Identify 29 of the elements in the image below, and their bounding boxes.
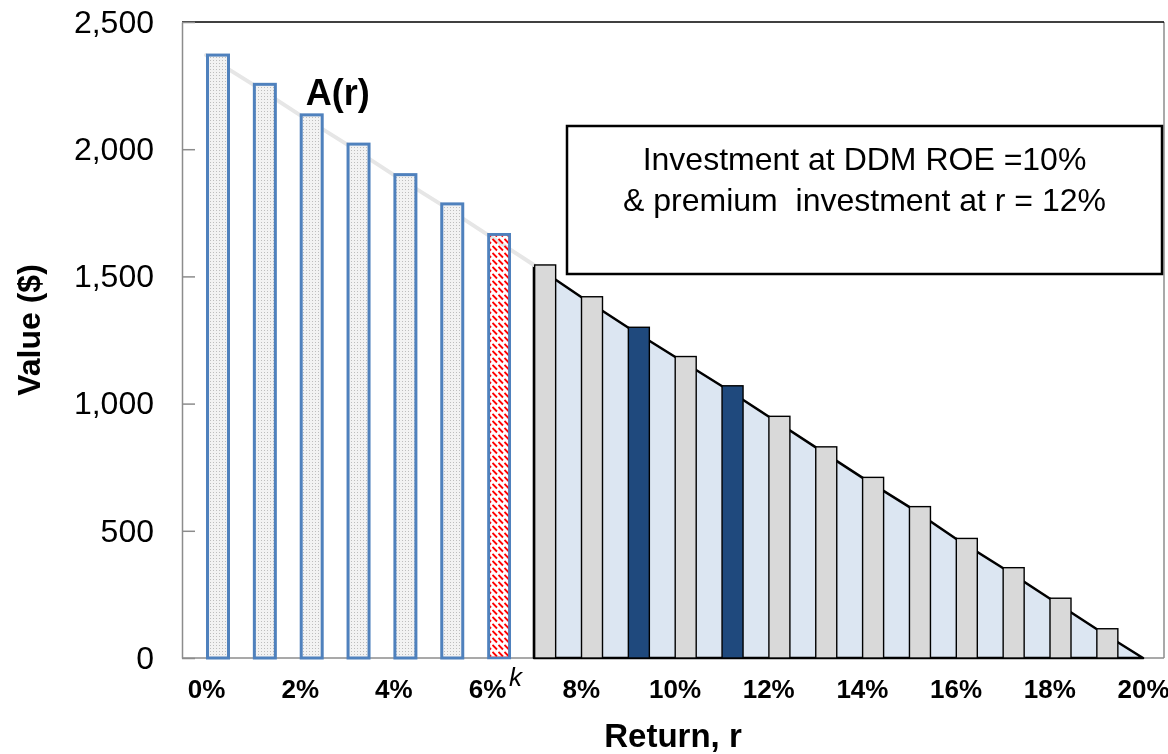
x-tick-label: 20%: [1117, 674, 1168, 705]
bar: [440, 202, 465, 660]
x-tick-label: 0%: [187, 674, 226, 705]
x-tick-label: 10%: [648, 674, 702, 705]
series-label: A(r): [305, 71, 370, 113]
x-tick-label: 6%: [468, 674, 507, 705]
y-tick-label: 0: [136, 639, 154, 676]
y-tick-label: 1,000: [73, 385, 154, 422]
x-tick-label: 18%: [1023, 674, 1076, 705]
bar: [487, 232, 512, 660]
bar: [393, 173, 418, 660]
x-tick-label: 2%: [281, 674, 319, 705]
y-tick-label: 500: [100, 512, 154, 549]
y-tick-label: 1,500: [73, 258, 154, 295]
x-tick-label: 16%: [930, 674, 983, 705]
y-tick-label: 2,000: [73, 130, 154, 167]
bar: [346, 142, 371, 660]
x-tick-label: 4%: [375, 674, 413, 705]
y-tick-label: 2,500: [73, 3, 154, 40]
bar: [206, 53, 230, 660]
x-axis-title: Return, r: [604, 717, 742, 754]
y-axis-title: Value ($): [11, 264, 47, 396]
bar: [252, 82, 277, 660]
bar: [299, 113, 324, 660]
annotation: Investment at DDM ROE =10% & premium investment at r = 12%: [623, 141, 1106, 218]
x-tick-label: 8%: [562, 674, 601, 705]
annotation: k: [509, 662, 525, 692]
x-tick-label: 12%: [742, 674, 795, 705]
x-tick-label: 14%: [836, 674, 889, 705]
